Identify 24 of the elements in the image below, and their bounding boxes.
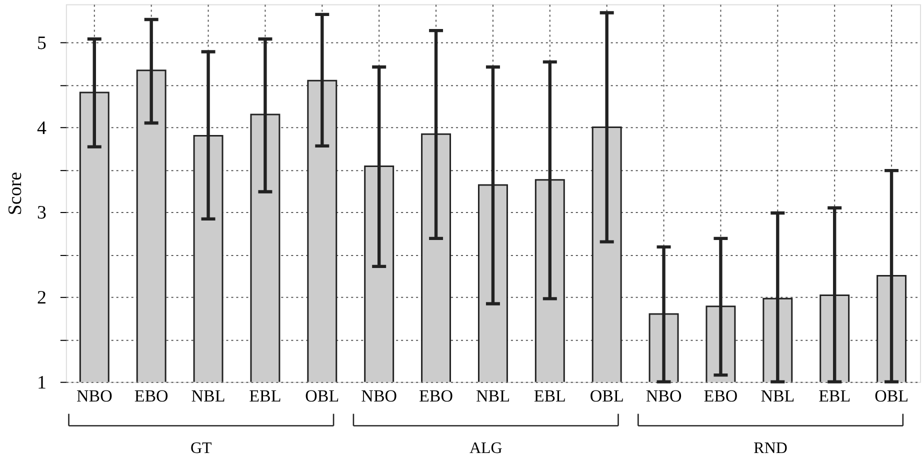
y-tick-label: 2 xyxy=(36,287,46,308)
x-tick-label: NBL xyxy=(760,386,795,406)
text: RND xyxy=(754,440,788,457)
x-tick-label: NBO xyxy=(76,386,112,406)
y-tick-label: 5 xyxy=(36,32,46,54)
text: GT xyxy=(190,440,212,457)
x-tick-label: NBO xyxy=(646,386,682,406)
x-tick-label: NBL xyxy=(191,386,226,406)
y-tick-label: 4 xyxy=(36,118,47,139)
x-tick-label: EBO xyxy=(704,386,738,406)
x-tick-label: EBL xyxy=(534,386,566,406)
y-tick-label: 1 xyxy=(36,372,46,394)
x-tick-label: EBL xyxy=(818,386,851,406)
y-axis-title: Score xyxy=(4,172,26,216)
x-tick-label: EBO xyxy=(419,386,453,406)
x-tick-label: OBL xyxy=(305,386,340,406)
text: ALG xyxy=(469,440,503,457)
x-tick-label: NBL xyxy=(476,386,510,406)
x-tick-label: OBL xyxy=(590,386,624,406)
x-tick-label: OBL xyxy=(874,386,909,406)
y-tick-label: 3 xyxy=(36,202,46,224)
x-tick-label: NBO xyxy=(361,386,398,406)
x-tick-label: EBL xyxy=(249,386,282,406)
x-tick-label: EBO xyxy=(134,386,168,406)
